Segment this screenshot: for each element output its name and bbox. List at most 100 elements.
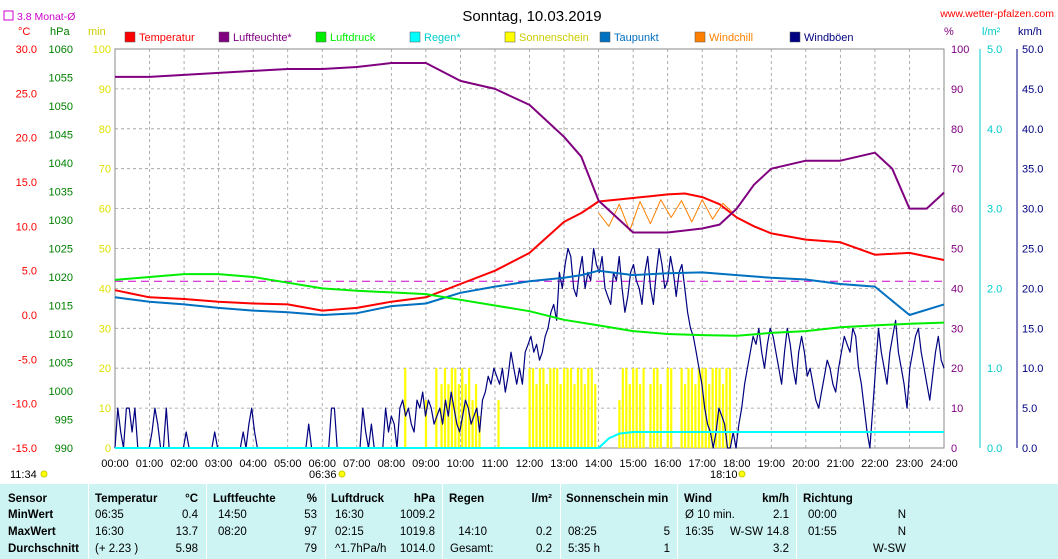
header-hum-unit: % [306,493,317,505]
sunshine-bar-59 [711,368,714,448]
unit-temp: °C [18,26,30,38]
sunshine-bar-43 [642,368,645,448]
row-rain-value: 0.2 [536,526,552,538]
sunshine-bar-35 [594,384,597,448]
x-tick-8: 08:00 [378,458,406,470]
rain_lm2-tick-5: 0.0 [987,443,1002,455]
sunshine-bar-64 [728,368,732,448]
chart-title: Sonntag, 10.03.2019 [462,8,601,25]
column-separator [88,484,89,559]
sunshine_min-tick-8: 20 [99,363,111,375]
sunshine-bar-24 [556,368,559,448]
legend-label-6: Windchill [709,32,753,44]
x-tick-10: 10:00 [447,458,475,470]
sunshine-bar-30 [576,368,580,448]
row-temp-time: 16:30 [95,526,124,538]
sunshine-bar-7 [454,368,457,448]
x-tick-20: 20:00 [792,458,820,470]
x-tick-6: 06:00 [308,458,336,470]
sunshine-bar-13 [474,384,478,448]
x-tick-22: 22:00 [861,458,889,470]
row-temp-value: 13.7 [175,526,198,538]
pressure_hpa-tick-1: 1055 [49,73,73,85]
rain_lm2-tick-2: 3.0 [987,204,1002,216]
x-tick-11: 11:00 [482,458,509,470]
legend-swatch-7 [789,31,801,43]
wind_kmh-tick-7: 15.0 [1022,323,1043,335]
row-hum-value: 79 [304,543,317,555]
row-sun-time: 08:25 [568,526,597,538]
sunshine-bar-1 [424,400,428,448]
row-hum-value: 97 [304,526,317,538]
sunshine-bar-2 [435,368,438,448]
sunshine-bar-38 [625,368,628,448]
temp_c-tick-5: 5.0 [22,266,37,278]
sunshine-bar-29 [573,384,576,448]
row-wind-value: 14.8 [766,526,789,538]
unit-wind: km/h [1018,26,1042,38]
time-left: 11:34 [10,469,37,481]
sunshine-bar-53 [690,368,694,448]
temp_c-tick-3: 15.0 [16,177,37,189]
sunshine-bar-41 [635,368,638,448]
wind_kmh-tick-10: 0.0 [1022,443,1037,455]
rain_lm2-tick-4: 1.0 [987,363,1002,375]
humidity_pct-tick-2: 80 [951,124,963,136]
wind_kmh-tick-4: 30.0 [1022,204,1043,216]
legend-swatch-2 [315,31,327,43]
x-tick-19: 19:00 [758,458,786,470]
pressure_hpa-tick-2: 1050 [49,101,73,113]
row-press-time: ^1.7hPa/h [335,543,387,555]
legend-label-0: Temperatur [139,32,195,44]
site-link[interactable]: www.wetter-pfalzen.com [939,8,1054,20]
sunshine-bar-8 [457,384,460,448]
wind_kmh-tick-0: 50.0 [1022,44,1043,56]
column-separator [325,484,326,559]
summary-table: Sensor Temperatur °C Luftfeuchte% Luftdruck h… [0,484,1058,559]
series-humidity [115,62,945,234]
sunshine-bar-51 [683,384,687,448]
series-windchill [598,199,734,232]
temp_c-tick-2: 20.0 [16,133,37,145]
humidity_pct-tick-6: 40 [951,283,963,295]
sunshine-bar-27 [566,368,569,448]
column-separator [796,484,797,559]
sunshine-bar-55 [697,368,700,448]
legend: Temperatur Luftfeuchte* Luftdruck Regen* Son… [124,31,854,44]
unit-rain: l/m² [982,26,1001,38]
rain_lm2-tick-0: 5.0 [987,44,1002,56]
wind_kmh-tick-6: 20.0 [1022,283,1043,295]
x-tick-4: 04:00 [239,458,267,470]
legend-swatch-1 [218,31,230,43]
sunshine-bar-33 [587,368,590,448]
sunshine-bar-9 [461,368,464,448]
column-separator [677,484,678,559]
time-left-icon [40,470,48,478]
sunshine-bar-62 [721,384,725,448]
sunshine-bar-58 [708,384,711,448]
sunshine-bar-54 [694,384,697,448]
pressure_hpa-tick-11: 1005 [49,358,73,370]
sun-markers: 06:36 18:10 11:34 [10,469,746,481]
row-wind-value: 2.1 [773,509,789,521]
sunshine-bar-61 [718,368,721,448]
column-separator [560,484,561,559]
sunshine-bar-12 [471,400,474,448]
legend-label-3: Regen* [424,32,461,44]
sunshine_min-tick-3: 70 [99,164,111,176]
humidity_pct-tick-7: 30 [951,323,963,335]
legend-swatch-5 [599,31,611,43]
series-lines [114,62,945,449]
header-wind: Wind [684,493,712,505]
pressure_hpa-tick-5: 1035 [49,187,73,199]
humidity_pct-tick-5: 50 [951,244,963,256]
x-tick-18: 18:00 [723,458,751,470]
sunshine-bar-56 [701,368,704,448]
pressure_hpa-tick-7: 1025 [49,244,73,256]
sunshine-bar-34 [590,368,593,448]
x-tick-7: 07:00 [343,458,371,470]
header-temp: Temperatur [95,493,158,505]
sunshine-bar-25 [559,384,562,448]
unit-sunshine: min [88,26,106,38]
row-press-value: 1009.2 [399,509,435,521]
